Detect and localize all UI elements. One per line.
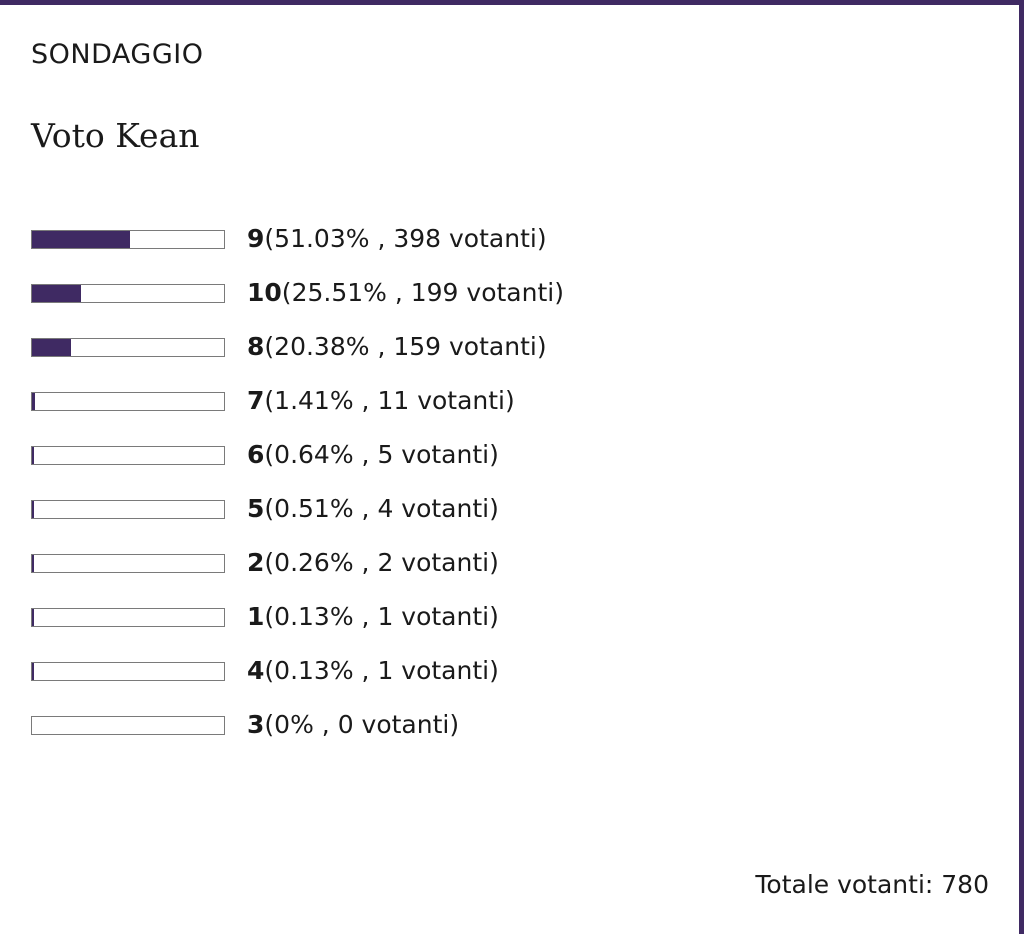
total-voters-label: Totale votanti: bbox=[755, 870, 934, 899]
result-bar bbox=[31, 715, 225, 735]
poll-option: 1(0.13% , 1 votanti) bbox=[31, 590, 971, 644]
option-percent: 25.51% bbox=[291, 278, 387, 307]
option-percent: 1.41% bbox=[274, 386, 354, 415]
result-bar bbox=[31, 445, 225, 465]
option-text: 8(20.38% , 159 votanti) bbox=[247, 332, 547, 361]
poll-option: 7(1.41% , 11 votanti) bbox=[31, 374, 971, 428]
option-voters: 0 votanti bbox=[337, 710, 450, 739]
option-text: 10(25.51% , 199 votanti) bbox=[247, 278, 564, 307]
poll-options-list: 9(51.03% , 398 votanti) 10(25.51% , 199 … bbox=[31, 212, 971, 752]
result-bar-fill bbox=[32, 392, 35, 410]
option-percent: 51.03% bbox=[274, 224, 370, 253]
option-text: 4(0.13% , 1 votanti) bbox=[247, 656, 499, 685]
option-text: 5(0.51% , 4 votanti) bbox=[247, 494, 499, 523]
option-text: 6(0.64% , 5 votanti) bbox=[247, 440, 499, 469]
option-voters: 1 votanti bbox=[377, 602, 490, 631]
option-percent: 0.51% bbox=[274, 494, 354, 523]
poll-option: 3(0% , 0 votanti) bbox=[31, 698, 971, 752]
option-text: 7(1.41% , 11 votanti) bbox=[247, 386, 515, 415]
option-percent: 0.64% bbox=[274, 440, 354, 469]
option-voters: 1 votanti bbox=[377, 656, 490, 685]
option-value: 2 bbox=[247, 548, 265, 577]
result-bar bbox=[31, 607, 225, 627]
result-bar bbox=[31, 499, 225, 519]
result-bar-fill bbox=[32, 446, 34, 464]
option-percent: 20.38% bbox=[274, 332, 370, 361]
poll-option: 8(20.38% , 159 votanti) bbox=[31, 320, 971, 374]
result-bar-fill bbox=[32, 662, 34, 680]
option-percent: 0.13% bbox=[274, 656, 354, 685]
option-percent: 0.26% bbox=[274, 548, 354, 577]
result-bar-fill bbox=[32, 338, 72, 356]
total-voters-value: 780 bbox=[941, 870, 989, 899]
result-bar bbox=[31, 283, 225, 303]
poll-option: 2(0.26% , 2 votanti) bbox=[31, 536, 971, 590]
option-value: 6 bbox=[247, 440, 265, 469]
result-bar bbox=[31, 391, 225, 411]
poll-label: SONDAGGIO bbox=[31, 39, 204, 70]
total-voters: Totale votanti: 780 bbox=[755, 867, 989, 903]
option-text: 1(0.13% , 1 votanti) bbox=[247, 602, 499, 631]
option-value: 10 bbox=[247, 278, 282, 307]
option-text: 2(0.26% , 2 votanti) bbox=[247, 548, 499, 577]
option-value: 8 bbox=[247, 332, 265, 361]
option-voters: 2 votanti bbox=[377, 548, 490, 577]
result-bar bbox=[31, 229, 225, 249]
result-bar bbox=[31, 337, 225, 357]
poll-title: Voto Kean bbox=[31, 116, 200, 155]
poll-option: 6(0.64% , 5 votanti) bbox=[31, 428, 971, 482]
option-text: 9(51.03% , 398 votanti) bbox=[247, 224, 547, 253]
option-value: 5 bbox=[247, 494, 265, 523]
poll-option: 4(0.13% , 1 votanti) bbox=[31, 644, 971, 698]
poll-option: 5(0.51% , 4 votanti) bbox=[31, 482, 971, 536]
option-voters: 159 votanti bbox=[393, 332, 537, 361]
option-text: 3(0% , 0 votanti) bbox=[247, 710, 460, 739]
option-voters: 398 votanti bbox=[393, 224, 537, 253]
result-bar-fill bbox=[32, 554, 34, 572]
option-value: 1 bbox=[247, 602, 265, 631]
option-value: 3 bbox=[247, 710, 265, 739]
result-bar-fill bbox=[32, 608, 34, 626]
option-voters: 5 votanti bbox=[377, 440, 490, 469]
result-bar-fill bbox=[32, 284, 81, 302]
option-voters: 11 votanti bbox=[377, 386, 506, 415]
option-voters: 199 votanti bbox=[410, 278, 555, 307]
result-bar bbox=[31, 661, 225, 681]
option-value: 9 bbox=[247, 224, 265, 253]
option-voters: 4 votanti bbox=[377, 494, 490, 523]
result-bar-fill bbox=[32, 500, 34, 518]
option-value: 4 bbox=[247, 656, 265, 685]
poll-option: 9(51.03% , 398 votanti) bbox=[31, 212, 971, 266]
option-value: 7 bbox=[247, 386, 265, 415]
option-percent: 0.13% bbox=[274, 602, 354, 631]
result-bar bbox=[31, 553, 225, 573]
option-percent: 0% bbox=[274, 710, 314, 739]
result-bar-fill bbox=[32, 230, 130, 248]
poll-option: 10(25.51% , 199 votanti) bbox=[31, 266, 971, 320]
